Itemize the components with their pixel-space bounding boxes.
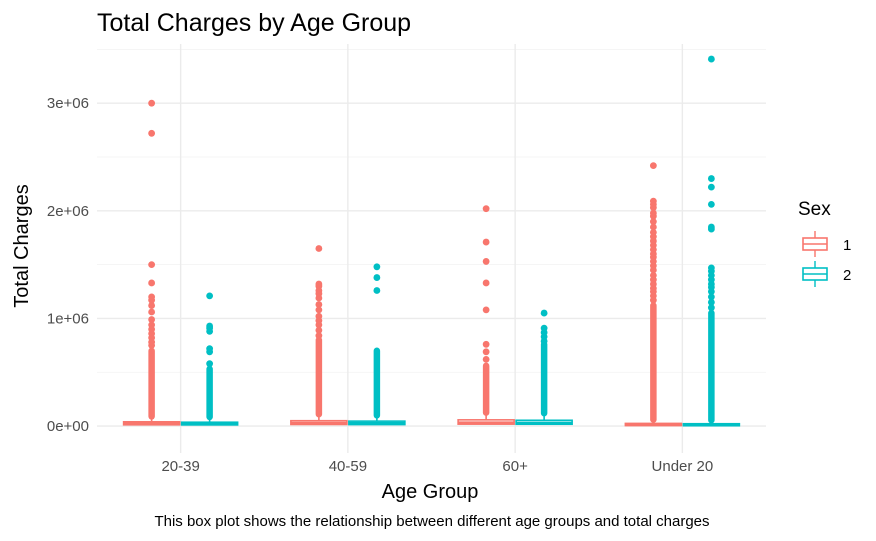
outlier-point (315, 332, 323, 340)
box-group (515, 309, 573, 426)
outlier-point (707, 298, 715, 306)
x-axis-ticks: 20-39 40-59 60+ Under 20 (161, 458, 713, 475)
outlier-point (707, 288, 715, 295)
outlier-point (206, 360, 214, 368)
y-tick-label: 1e+06 (47, 310, 89, 327)
chart-title: Total Charges by Age Group (97, 9, 411, 37)
outlier-point (206, 348, 214, 356)
outlier-point (315, 301, 323, 308)
outlier-point (315, 294, 323, 302)
outlier-point (482, 205, 490, 213)
outlier-point (148, 296, 156, 304)
x-axis-label: Age Group (382, 481, 479, 503)
outlier-point (482, 348, 490, 356)
outlier-point (315, 321, 323, 329)
outlier-point (206, 292, 214, 300)
outlier-point (482, 340, 490, 348)
legend-label: 2 (843, 267, 851, 284)
outlier-point (373, 287, 381, 294)
y-axis-label: Total Charges (11, 184, 33, 307)
outlier-point (482, 355, 490, 363)
x-tick-label: Under 20 (652, 458, 714, 475)
outlier-point (148, 316, 156, 323)
outlier-point (148, 308, 156, 316)
box-group (290, 245, 348, 426)
outlier-point (540, 309, 548, 317)
y-tick-label: 3e+06 (47, 95, 89, 112)
outlier-point (373, 274, 381, 281)
outlier-point (649, 296, 657, 304)
box-group (457, 205, 515, 425)
box-group (122, 99, 181, 426)
box-group (348, 263, 406, 426)
outlier-point (315, 245, 323, 252)
y-tick-label: 2e+06 (47, 203, 89, 220)
outlier-point (707, 175, 715, 182)
outlier-point (148, 261, 156, 269)
outlier-point (482, 258, 490, 265)
x-tick-label: 20-39 (161, 458, 199, 475)
outlier-point (148, 99, 156, 107)
outlier-point (649, 162, 657, 170)
outlier-point (540, 337, 548, 345)
outlier-point (315, 326, 323, 334)
outlier-point (707, 293, 715, 301)
legend-item: 2 (802, 261, 851, 287)
outlier-point (148, 279, 156, 287)
outlier-point (649, 223, 657, 231)
outlier-point (707, 183, 715, 191)
outlier-point (707, 304, 715, 312)
outlier-point (482, 279, 490, 287)
gridlines (97, 44, 766, 453)
outlier-point (206, 327, 214, 335)
outlier-point (649, 204, 657, 212)
box-group (180, 292, 239, 426)
outlier-point (649, 266, 657, 274)
box-group (682, 55, 741, 427)
chart-caption: This box plot shows the relationship bet… (154, 513, 709, 530)
legend-label: 1 (843, 237, 851, 254)
outlier-point (649, 212, 657, 220)
outlier-point (373, 263, 381, 271)
outlier-point (707, 200, 715, 208)
outlier-point (707, 225, 715, 233)
outlier-point (482, 238, 490, 246)
outlier-point (482, 306, 490, 314)
outlier-point (148, 302, 156, 309)
y-tick-label: 0e+00 (47, 418, 89, 435)
plot-marks (122, 55, 741, 427)
legend-title: Sex (798, 199, 831, 220)
outlier-point (148, 129, 156, 137)
outlier-point (148, 341, 156, 349)
legend-item: 1 (802, 231, 851, 257)
outlier-point (707, 55, 715, 63)
x-tick-label: 60+ (502, 458, 528, 475)
legend: Sex 1 2 (798, 199, 851, 287)
outlier-point (649, 218, 657, 225)
box-group (624, 162, 683, 427)
y-axis-ticks: 0e+00 1e+06 2e+06 3e+06 (47, 95, 89, 435)
outlier-point (315, 306, 323, 314)
x-tick-label: 40-59 (329, 458, 367, 475)
